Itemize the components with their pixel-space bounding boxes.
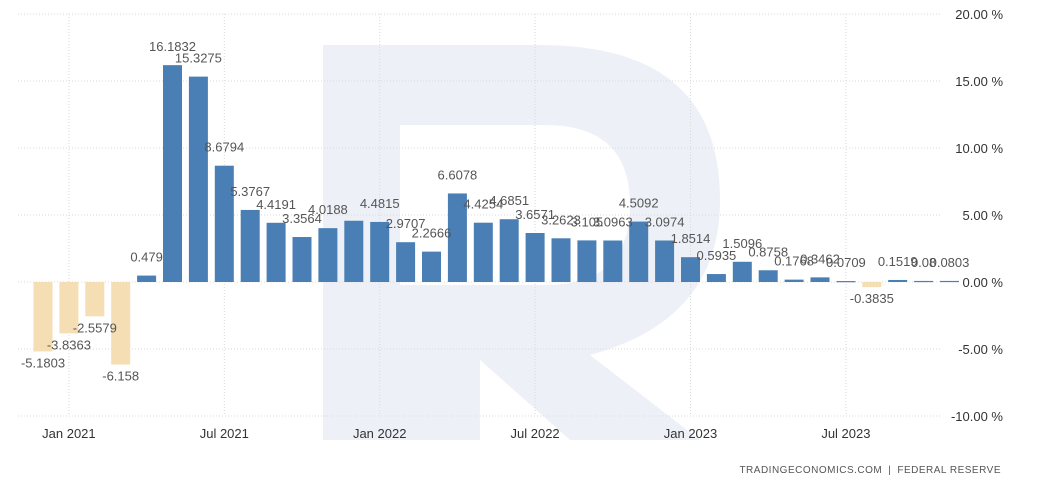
- x-tick-label: Jul 2021: [200, 426, 249, 441]
- data-label: 16.1832: [149, 39, 196, 54]
- data-label: 0.0709: [826, 255, 866, 270]
- bar: [292, 237, 312, 282]
- data-label: 5.3767: [230, 184, 270, 199]
- data-label: 3.3564: [282, 211, 322, 226]
- data-label: 0.08: [911, 255, 936, 270]
- bar: [344, 220, 364, 282]
- data-label: 1.8514: [671, 231, 711, 246]
- bar: [810, 277, 830, 282]
- data-label: 0.0803: [930, 255, 970, 270]
- data-label: 3.0963: [593, 215, 633, 230]
- bar: [188, 76, 208, 282]
- bar: [499, 219, 519, 282]
- bar: [163, 65, 182, 283]
- x-tick-label: Jan 2022: [353, 426, 407, 441]
- data-label: -3.8363: [47, 337, 91, 352]
- data-label: 0.1519: [878, 254, 918, 269]
- bar: [137, 275, 157, 282]
- bar: [655, 240, 675, 282]
- bar: [914, 280, 934, 283]
- data-label: 0.3462: [800, 251, 840, 266]
- bar: [577, 240, 597, 282]
- data-label: 4.5092: [619, 196, 659, 211]
- x-axis: Jan 2021 Jul 2021 Jan 2022 Jul 2022 Jan 2023…: [42, 426, 870, 441]
- y-tick-label: -5.00 %: [958, 342, 1003, 357]
- data-label: 4.4254: [463, 197, 503, 212]
- bar: [629, 221, 649, 282]
- source-provider: FEDERAL RESERVE: [897, 465, 1001, 476]
- source-footer: TRADINGECONOMICS.COM | FEDERAL RESERVE: [739, 465, 1001, 476]
- data-label: 0.5935: [697, 248, 737, 263]
- x-tick-label: Jul 2022: [511, 426, 560, 441]
- bar: [706, 274, 726, 282]
- y-tick-label: -10.00 %: [951, 409, 1003, 424]
- y-tick-label: 0.00 %: [963, 275, 1004, 290]
- y-tick-label: 5.00 %: [963, 208, 1004, 223]
- data-label: 2.9707: [386, 216, 426, 231]
- bar: [85, 282, 105, 317]
- bar: [266, 222, 286, 282]
- x-tick-label: Jan 2021: [42, 426, 96, 441]
- bar: [59, 282, 79, 334]
- y-tick-label: 20.00 %: [955, 7, 1003, 22]
- data-label: 0.8758: [748, 244, 788, 259]
- bars: [33, 65, 959, 365]
- bar: [888, 279, 908, 282]
- data-label: -2.5579: [73, 320, 117, 335]
- bar: [111, 282, 131, 365]
- data-labels: -5.1803-3.8363-2.5579-6.1580.47916.18321…: [21, 39, 969, 383]
- data-label: 3.6571: [515, 207, 555, 222]
- data-label: -0.3835: [850, 291, 894, 306]
- data-label: 8.6794: [204, 140, 244, 155]
- data-label: 3.0974: [645, 214, 685, 229]
- data-label: 1.5096: [722, 236, 762, 251]
- data-label: 0.1768: [774, 254, 814, 269]
- bar: [525, 232, 545, 282]
- data-label: -5.1803: [21, 355, 65, 370]
- data-label: 15.3275: [175, 51, 222, 66]
- data-label: 4.4191: [256, 197, 296, 212]
- x-tick-label: Jul 2023: [821, 426, 870, 441]
- source-separator: |: [888, 465, 892, 476]
- bar: [784, 279, 804, 282]
- y-tick-label: 10.00 %: [955, 141, 1003, 156]
- bar: [940, 280, 959, 283]
- data-label: 0.479: [130, 250, 163, 265]
- bar: [318, 228, 338, 282]
- bar: [473, 222, 493, 282]
- data-label: 4.6851: [489, 193, 529, 208]
- r-logo-icon: [323, 45, 720, 440]
- data-label: -6.158: [102, 369, 139, 384]
- y-tick-label: 15.00 %: [955, 74, 1003, 89]
- bar: [862, 282, 882, 288]
- bar: [551, 238, 571, 282]
- data-label: 3.105: [571, 214, 604, 229]
- bar: [422, 251, 441, 282]
- data-label: 3.2623: [541, 212, 581, 227]
- bar: [603, 240, 623, 282]
- bar: [447, 193, 467, 282]
- data-label: 4.0188: [308, 202, 348, 217]
- bar: [370, 221, 390, 282]
- source-site: TRADINGECONOMICS.COM: [739, 465, 883, 476]
- bar: [681, 257, 700, 282]
- bar: [732, 261, 752, 282]
- y-axis: 20.00 % 15.00 % 10.00 % 5.00 % 0.00 % -5.00 %…: [951, 7, 1003, 424]
- data-label: 2.2666: [412, 226, 452, 241]
- bar: [396, 242, 416, 282]
- data-label: 6.6078: [438, 167, 478, 182]
- bar: [836, 281, 856, 283]
- bar: [240, 209, 260, 282]
- bar: [758, 270, 778, 282]
- x-tick-label: Jan 2023: [664, 426, 718, 441]
- bar: [214, 165, 234, 282]
- data-label: 4.4815: [360, 196, 400, 211]
- bar: [33, 282, 53, 352]
